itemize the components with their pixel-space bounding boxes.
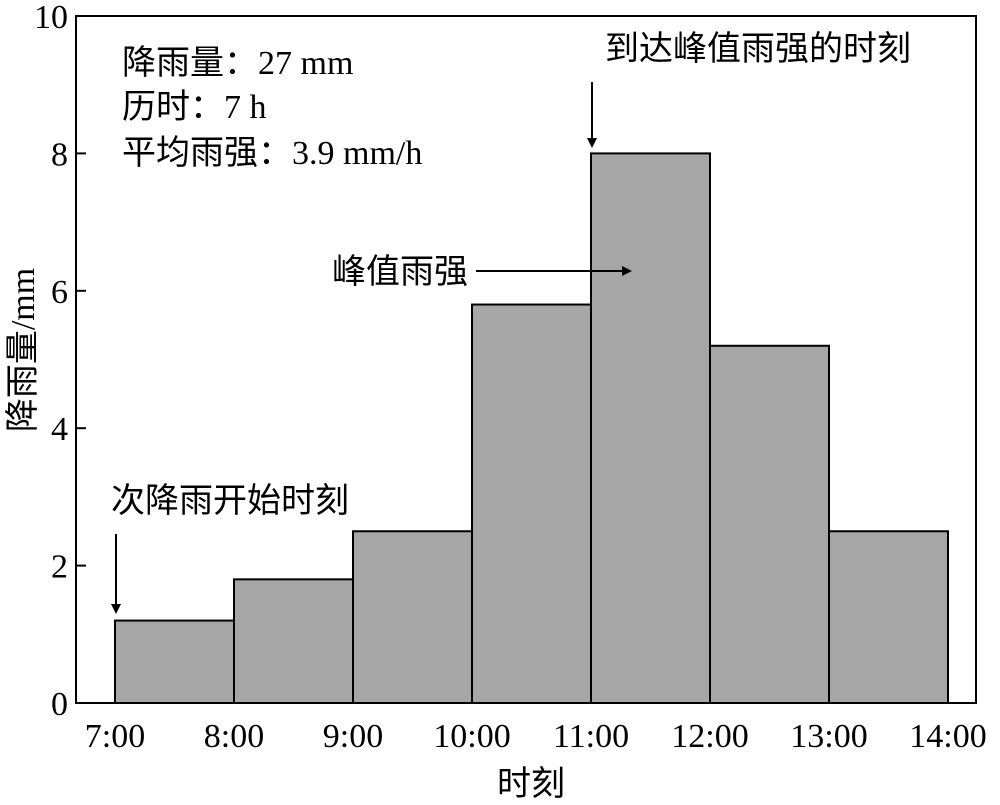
annotation-peak-time: 到达峰值雨强的时刻	[605, 30, 911, 68]
annotation-peak-intensity: 峰值雨强	[332, 253, 468, 291]
x-tick-label-900: 9:00	[323, 718, 383, 755]
bar-1200-1300	[709, 344, 830, 704]
bar-1000-1100	[471, 303, 592, 704]
bar-900-1000	[352, 530, 473, 704]
y-tick-label-8: 8	[51, 136, 68, 173]
annotation-start-time: 次降雨开始时刻	[111, 482, 349, 520]
y-axis-title: 降雨量/mm	[4, 268, 42, 432]
y-tick-label-4: 4	[51, 411, 68, 448]
bars-group	[114, 152, 949, 705]
bar-1100-1200	[590, 152, 711, 704]
x-tick-label-700: 7:00	[85, 718, 145, 755]
summary-average-intensity: 平均雨强：3.9 mm/h	[122, 134, 422, 172]
x-tick-label-800: 8:00	[204, 718, 264, 755]
x-tick-label-1200: 12:00	[671, 718, 748, 755]
y-tick-label-2: 2	[51, 549, 68, 586]
x-tick-label-1300: 13:00	[790, 718, 867, 755]
bar-1300-1400	[828, 530, 949, 704]
y-tick-label-6: 6	[51, 274, 68, 311]
y-tick-label-10: 10	[34, 0, 68, 36]
x-tick-label-1100: 11:00	[553, 718, 629, 755]
bar-800-900	[233, 578, 354, 705]
summary-total-rainfall: 降雨量：27 mm	[122, 44, 353, 82]
plot-frame	[75, 15, 977, 704]
x-axis-title: 时刻	[497, 765, 565, 803]
y-tick-label-0: 0	[51, 686, 68, 723]
x-tick-label-1000: 10:00	[433, 718, 510, 755]
bar-700-800	[114, 619, 235, 704]
x-axis-ticks: 7:00 8:00 9:00 10:00 11:00 12:00 13:00 14:00	[85, 695, 987, 755]
x-tick-label-1400: 14:00	[909, 718, 986, 755]
summary-duration: 历时：7 h	[122, 89, 267, 126]
y-axis-ticks: 0 2 4 6 8 10	[34, 0, 86, 723]
